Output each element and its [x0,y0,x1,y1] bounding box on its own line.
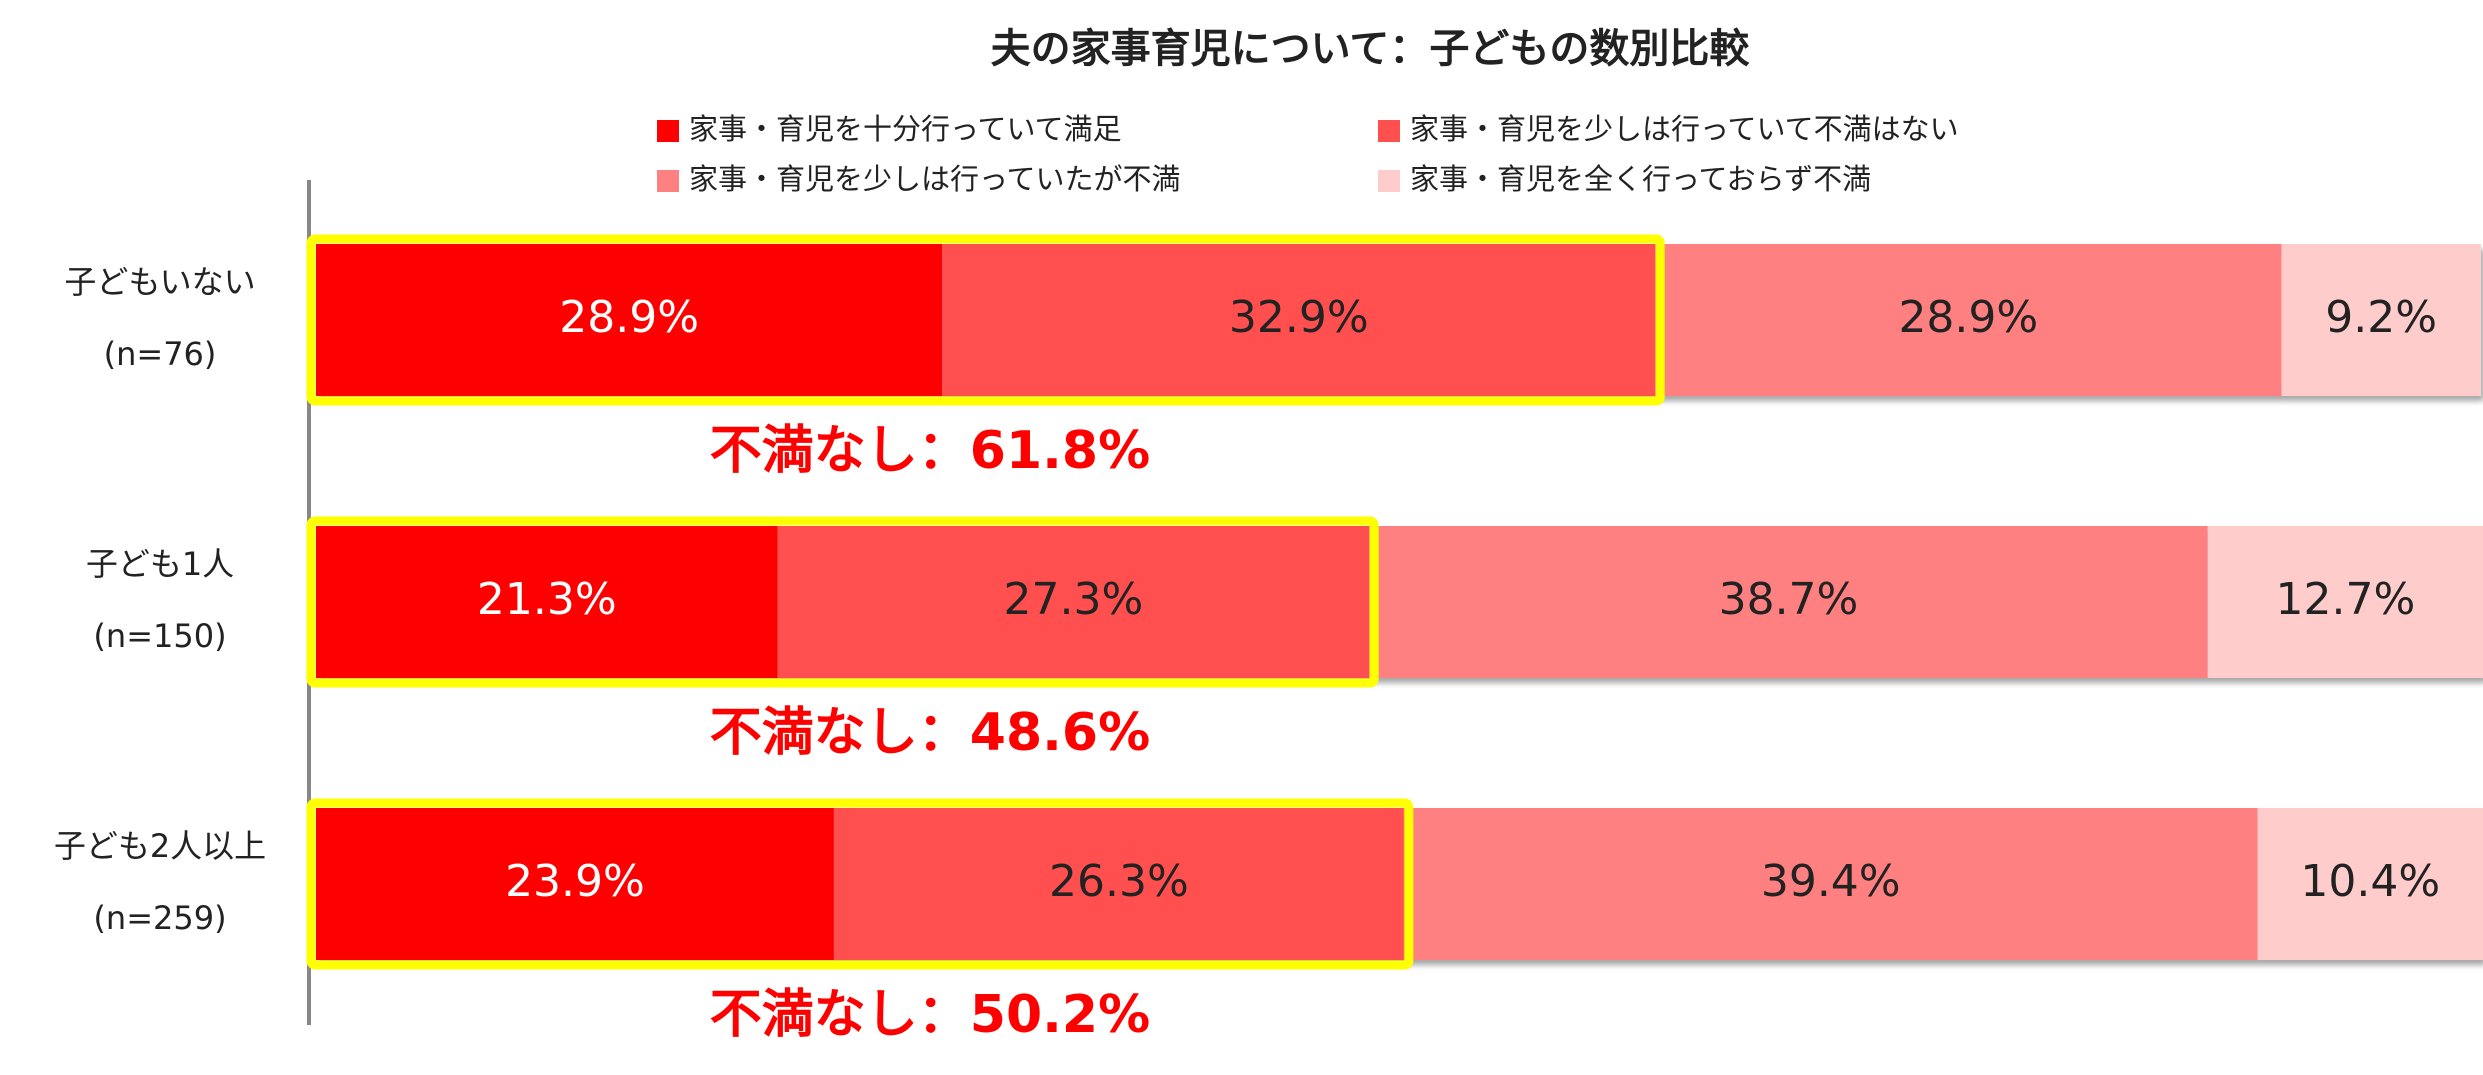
legend-swatch [657,120,679,142]
bar-row [316,526,2483,678]
legend-label: 家事・育児を少しは行っていたが不満 [689,162,1181,196]
value-label: 32.9% [1229,292,1369,343]
value-label: 27.3% [1003,574,1143,625]
value-label: 38.7% [1719,574,1859,625]
highlight-box [306,234,1665,406]
legend-swatch [1378,170,1400,192]
bar-segment [316,808,834,960]
highlight-box [306,516,1379,688]
bar-segment [316,244,943,396]
bar-segment [833,808,1404,960]
bar-segment [2207,526,2483,678]
category-label: 子ども1人 [86,545,234,583]
legend-label: 家事・育児を全く行っておらず不満 [1410,162,1871,196]
chart-title: 夫の家事育児について：子どもの数別比較 [991,26,1751,72]
value-label: 10.4% [2300,856,2440,907]
annotation: 不満なし：50.2% [710,985,1150,1045]
value-label: 28.9% [559,292,699,343]
bar-row [316,244,2481,396]
bar-segment [777,526,1370,678]
bar-segment [316,526,778,678]
bar-segment [1655,244,2282,396]
value-label: 26.3% [1049,856,1189,907]
sample-size: (n=150) [93,617,226,655]
value-label: 12.7% [2276,574,2416,625]
value-label: 39.4% [1761,856,1901,907]
category-label: 子ども2人以上 [54,827,266,865]
value-label: 9.2% [2325,292,2437,343]
bar-segment [1403,808,2258,960]
legend-swatch [1378,120,1400,142]
bar-row [316,808,2483,960]
sample-size: (n=76) [104,335,217,373]
bar-segment [2281,244,2481,396]
sample-size: (n=259) [93,899,226,937]
bar-segment [1369,526,2208,678]
category-label: 子どもいない [64,263,255,301]
annotation: 不満なし：48.6% [710,703,1150,763]
bar-segment [942,244,1656,396]
value-label: 28.9% [1898,292,2038,343]
legend-label: 家事・育児を少しは行っていて不満はない [1410,112,1959,146]
bar-segment [2257,808,2483,960]
value-label: 21.3% [477,574,617,625]
highlight-box [306,798,1414,970]
legend-label: 家事・育児を十分行っていて満足 [689,112,1122,146]
legend-swatch [657,170,679,192]
annotation: 不満なし：61.8% [710,421,1150,481]
value-label: 23.9% [505,856,645,907]
